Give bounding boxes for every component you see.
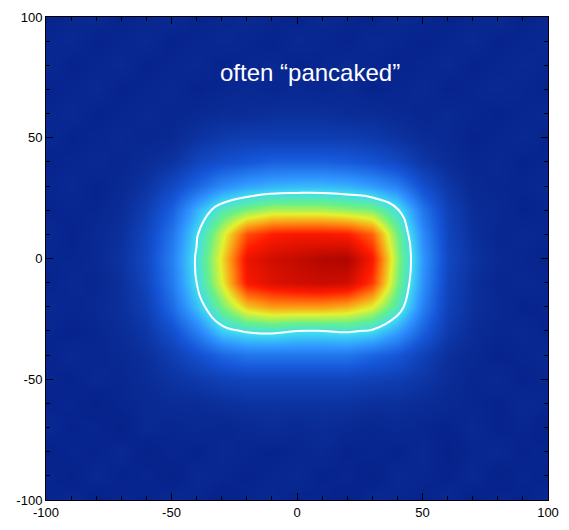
svg-text:-100: -100	[16, 493, 42, 508]
svg-text:often “pancaked”: often “pancaked”	[220, 59, 400, 86]
svg-text:-100: -100	[33, 505, 59, 520]
svg-text:0: 0	[293, 505, 300, 520]
svg-text:0: 0	[35, 251, 42, 266]
svg-text:-50: -50	[162, 505, 181, 520]
svg-text:50: 50	[415, 505, 429, 520]
svg-text:-50: -50	[24, 372, 43, 387]
svg-text:100: 100	[537, 505, 559, 520]
svg-text:100: 100	[21, 10, 43, 25]
svg-text:50: 50	[28, 130, 42, 145]
